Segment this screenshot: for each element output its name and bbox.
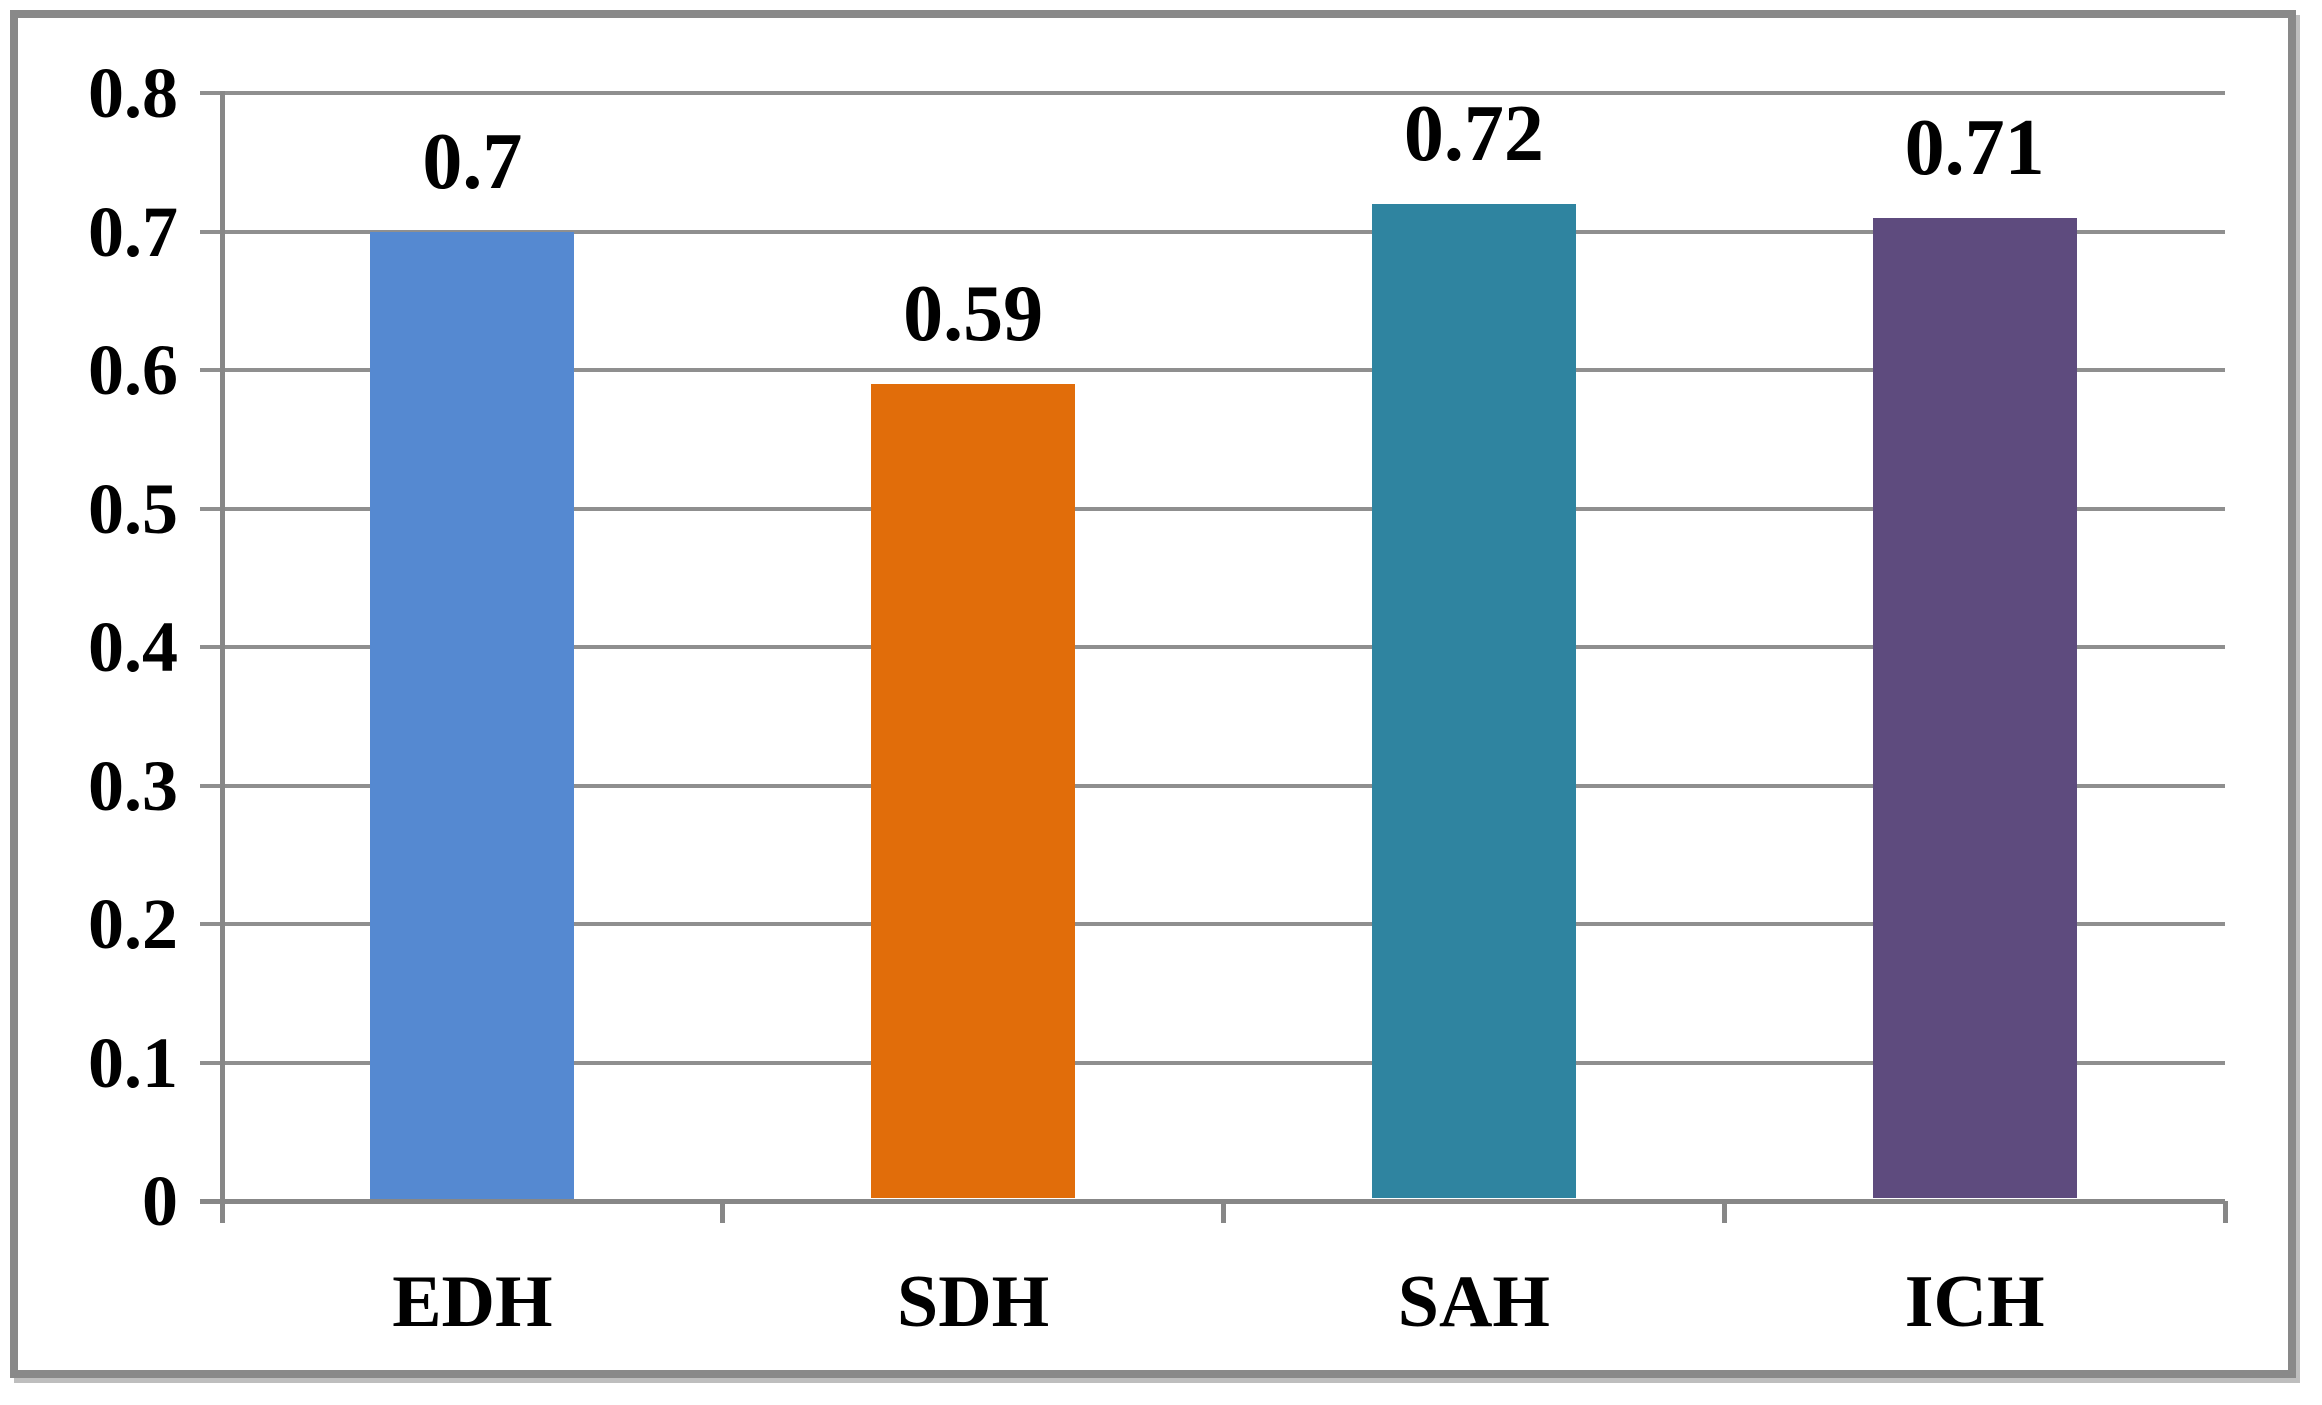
y-axis-line xyxy=(219,91,225,1223)
bar-value-label: 0.59 xyxy=(903,269,1044,358)
bar-sah xyxy=(1371,203,1576,1199)
gridline xyxy=(200,506,2225,511)
x-axis-category-label: ICH xyxy=(1904,1261,2045,1343)
y-axis-tick-label: 0 xyxy=(142,1161,178,1241)
y-axis-tick-label: 0.7 xyxy=(88,191,178,272)
bar-edh xyxy=(370,231,575,1199)
x-axis-tick xyxy=(2222,1201,2228,1223)
gridline xyxy=(200,91,2225,95)
x-axis-line xyxy=(200,1198,2225,1204)
x-axis-category-label: SAH xyxy=(1397,1261,1550,1343)
x-axis-category-label: EDH xyxy=(392,1261,553,1343)
gridline xyxy=(200,645,2225,649)
bar-value-label: 0.72 xyxy=(1403,89,1544,178)
gridline xyxy=(200,229,2225,234)
bar-value-label: 0.7 xyxy=(422,117,523,206)
y-axis-tick-label: 0.8 xyxy=(88,53,178,133)
y-axis-tick-label: 0.2 xyxy=(88,884,178,964)
y-axis-tick-label: 0.4 xyxy=(88,607,178,687)
gridline xyxy=(200,368,2225,372)
gridline xyxy=(200,1060,2225,1065)
y-axis-tick-label: 0.5 xyxy=(88,468,178,549)
x-axis-category-label: SDH xyxy=(897,1261,1050,1343)
gridline xyxy=(200,783,2225,788)
x-axis-tick xyxy=(1221,1201,1226,1223)
bar-ich xyxy=(1872,217,2077,1199)
x-axis-tick xyxy=(1721,1201,1727,1223)
y-axis-tick-label: 0.1 xyxy=(88,1022,178,1103)
bar-sdh xyxy=(871,383,1076,1199)
x-axis-tick xyxy=(720,1201,726,1223)
gridline xyxy=(200,922,2225,926)
bar-value-label: 0.71 xyxy=(1904,103,2045,192)
y-axis-tick-label: 0.3 xyxy=(88,745,178,826)
y-axis-tick-label: 0.6 xyxy=(88,330,178,410)
